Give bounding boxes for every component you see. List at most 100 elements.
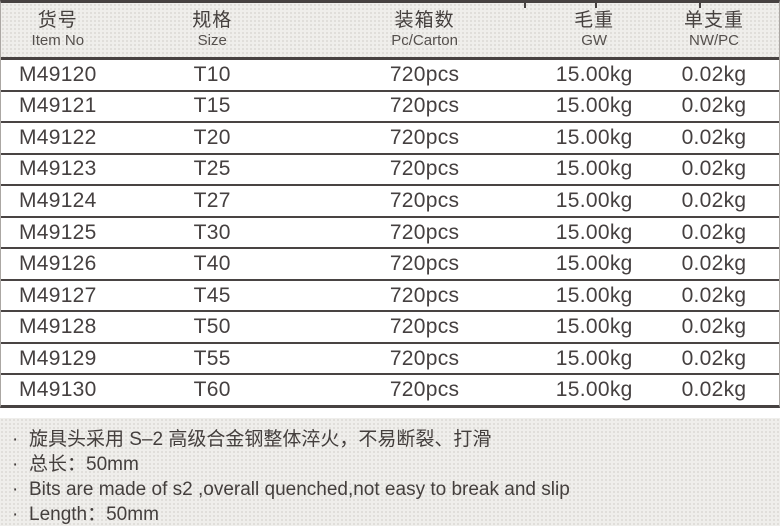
table-row: M49126 T40 720pcs 15.00kg 0.02kg	[1, 249, 779, 281]
table-row: M49122 T20 720pcs 15.00kg 0.02kg	[1, 123, 779, 155]
cell-gw: 15.00kg	[555, 94, 633, 118]
column-header-zh: 单支重	[683, 10, 744, 31]
bullet-icon: ·	[12, 479, 19, 500]
cell-gw: 15.00kg	[555, 125, 633, 149]
column-header-zh: 装箱数	[394, 10, 455, 31]
cell-pc-carton: 720pcs	[389, 315, 460, 339]
cell-pc-carton: 720pcs	[389, 346, 460, 370]
note-text: Length：50mm	[29, 504, 159, 525]
table-row: M49121 T15 720pcs 15.00kg 0.02kg	[1, 91, 779, 124]
cell-size: T60	[193, 378, 231, 402]
cell-gw: 15.00kg	[555, 252, 633, 276]
column-header-gw: 毛重 GW	[539, 3, 649, 57]
column-header-en: NW/PC	[688, 32, 739, 49]
note-line-material-en: · Bits are made of s2 ,overall quenched,…	[12, 477, 768, 502]
cell-gw: 15.00kg	[555, 378, 633, 402]
cell-size: T20	[193, 125, 231, 149]
column-header-en: Pc/Carton	[391, 32, 458, 49]
cell-item-no: M49129	[18, 346, 97, 370]
cell-pc-carton: 720pcs	[389, 378, 460, 402]
cell-item-no: M49121	[18, 94, 97, 118]
cell-gw: 15.00kg	[555, 188, 633, 212]
column-header-en: Size	[197, 32, 227, 49]
cell-nw-pc: 0.02kg	[681, 220, 747, 244]
column-header-en: Item No	[31, 32, 85, 49]
cell-size: T55	[193, 346, 231, 370]
column-header-nw-pc: 单支重 NW/PC	[649, 3, 779, 57]
table-row: M49129 T55 720pcs 15.00kg 0.02kg	[1, 343, 779, 376]
cell-size: T45	[193, 283, 231, 307]
cell-nw-pc: 0.02kg	[681, 125, 747, 149]
cell-item-no: M49122	[18, 125, 97, 149]
note-text: 旋具头采用 S–2 高级合金钢整体淬火，不易断裂、打滑	[29, 429, 492, 450]
cell-pc-carton: 720pcs	[389, 188, 460, 212]
cell-pc-carton: 720pcs	[389, 125, 460, 149]
note-line-length-en: · Length：50mm	[12, 502, 768, 527]
cell-gw: 15.00kg	[555, 220, 633, 244]
cell-item-no: M49124	[18, 188, 97, 212]
table-row: M49120 T10 720pcs 15.00kg 0.02kg	[1, 60, 779, 92]
cell-size: T40	[193, 252, 231, 276]
cell-size: T50	[193, 315, 231, 339]
top-border-tick	[699, 3, 701, 8]
cell-size: T27	[193, 188, 231, 212]
table-header-row: 货号 Item No 规格 Size 装箱数 Pc/Carton 毛重 GW 单…	[1, 3, 779, 60]
cell-nw-pc: 0.02kg	[681, 94, 747, 118]
note-text: 总长：50mm	[29, 454, 139, 475]
cell-item-no: M49125	[18, 220, 97, 244]
cell-nw-pc: 0.02kg	[681, 188, 747, 212]
cell-nw-pc: 0.02kg	[681, 346, 747, 370]
cell-size: T10	[193, 62, 231, 86]
cell-pc-carton: 720pcs	[389, 62, 460, 86]
cell-nw-pc: 0.02kg	[681, 62, 747, 86]
cell-item-no: M49126	[18, 252, 97, 276]
table-body: M49120 T10 720pcs 15.00kg 0.02kg M49121 …	[1, 60, 779, 406]
cell-gw: 15.00kg	[555, 62, 633, 86]
column-header-pc-carton: 装箱数 Pc/Carton	[310, 3, 540, 57]
column-header-zh: 毛重	[574, 10, 615, 31]
cell-item-no: M49120	[18, 62, 97, 86]
table-row: M49125 T30 720pcs 15.00kg 0.02kg	[1, 217, 779, 250]
column-header-zh: 规格	[192, 10, 233, 31]
note-line-length-zh: · 总长：50mm	[12, 452, 768, 477]
top-border-tick	[595, 3, 597, 8]
column-header-size: 规格 Size	[115, 3, 310, 57]
cell-nw-pc: 0.02kg	[681, 252, 747, 276]
bullet-icon: ·	[12, 454, 19, 475]
bullet-icon: ·	[12, 429, 19, 450]
cell-pc-carton: 720pcs	[389, 283, 460, 307]
top-border-tick	[524, 3, 526, 8]
cell-gw: 15.00kg	[555, 157, 633, 181]
cell-nw-pc: 0.02kg	[681, 378, 747, 402]
column-header-item-no: 货号 Item No	[1, 3, 115, 57]
cell-nw-pc: 0.02kg	[681, 157, 747, 181]
table-row: M49127 T45 720pcs 15.00kg 0.02kg	[1, 280, 779, 313]
table-row: M49130 T60 720pcs 15.00kg 0.02kg	[1, 375, 779, 406]
cell-nw-pc: 0.02kg	[681, 315, 747, 339]
bullet-icon: ·	[12, 504, 19, 525]
column-header-zh: 货号	[37, 10, 78, 31]
cell-item-no: M49128	[18, 315, 97, 339]
cell-size: T25	[193, 157, 231, 181]
note-line-material-zh: · 旋具头采用 S–2 高级合金钢整体淬火，不易断裂、打滑	[12, 427, 768, 452]
cell-gw: 15.00kg	[555, 346, 633, 370]
cell-size: T15	[193, 94, 231, 118]
note-text: Bits are made of s2 ,overall quenched,no…	[29, 479, 570, 500]
cell-item-no: M49123	[18, 157, 97, 181]
cell-size: T30	[193, 220, 231, 244]
cell-gw: 15.00kg	[555, 315, 633, 339]
table-row: M49123 T25 720pcs 15.00kg 0.02kg	[1, 154, 779, 187]
cell-pc-carton: 720pcs	[389, 252, 460, 276]
cell-nw-pc: 0.02kg	[681, 283, 747, 307]
table-row: M49124 T27 720pcs 15.00kg 0.02kg	[1, 186, 779, 218]
cell-item-no: M49130	[18, 378, 97, 402]
notes-panel: · 旋具头采用 S–2 高级合金钢整体淬火，不易断裂、打滑 · 总长：50mm …	[0, 418, 780, 526]
cell-pc-carton: 720pcs	[389, 94, 460, 118]
column-header-en: GW	[581, 32, 608, 49]
spec-table: 货号 Item No 规格 Size 装箱数 Pc/Carton 毛重 GW 单…	[0, 0, 780, 408]
cell-pc-carton: 720pcs	[389, 157, 460, 181]
cell-pc-carton: 720pcs	[389, 220, 460, 244]
cell-gw: 15.00kg	[555, 283, 633, 307]
cell-item-no: M49127	[18, 283, 97, 307]
table-row: M49128 T50 720pcs 15.00kg 0.02kg	[1, 312, 779, 344]
